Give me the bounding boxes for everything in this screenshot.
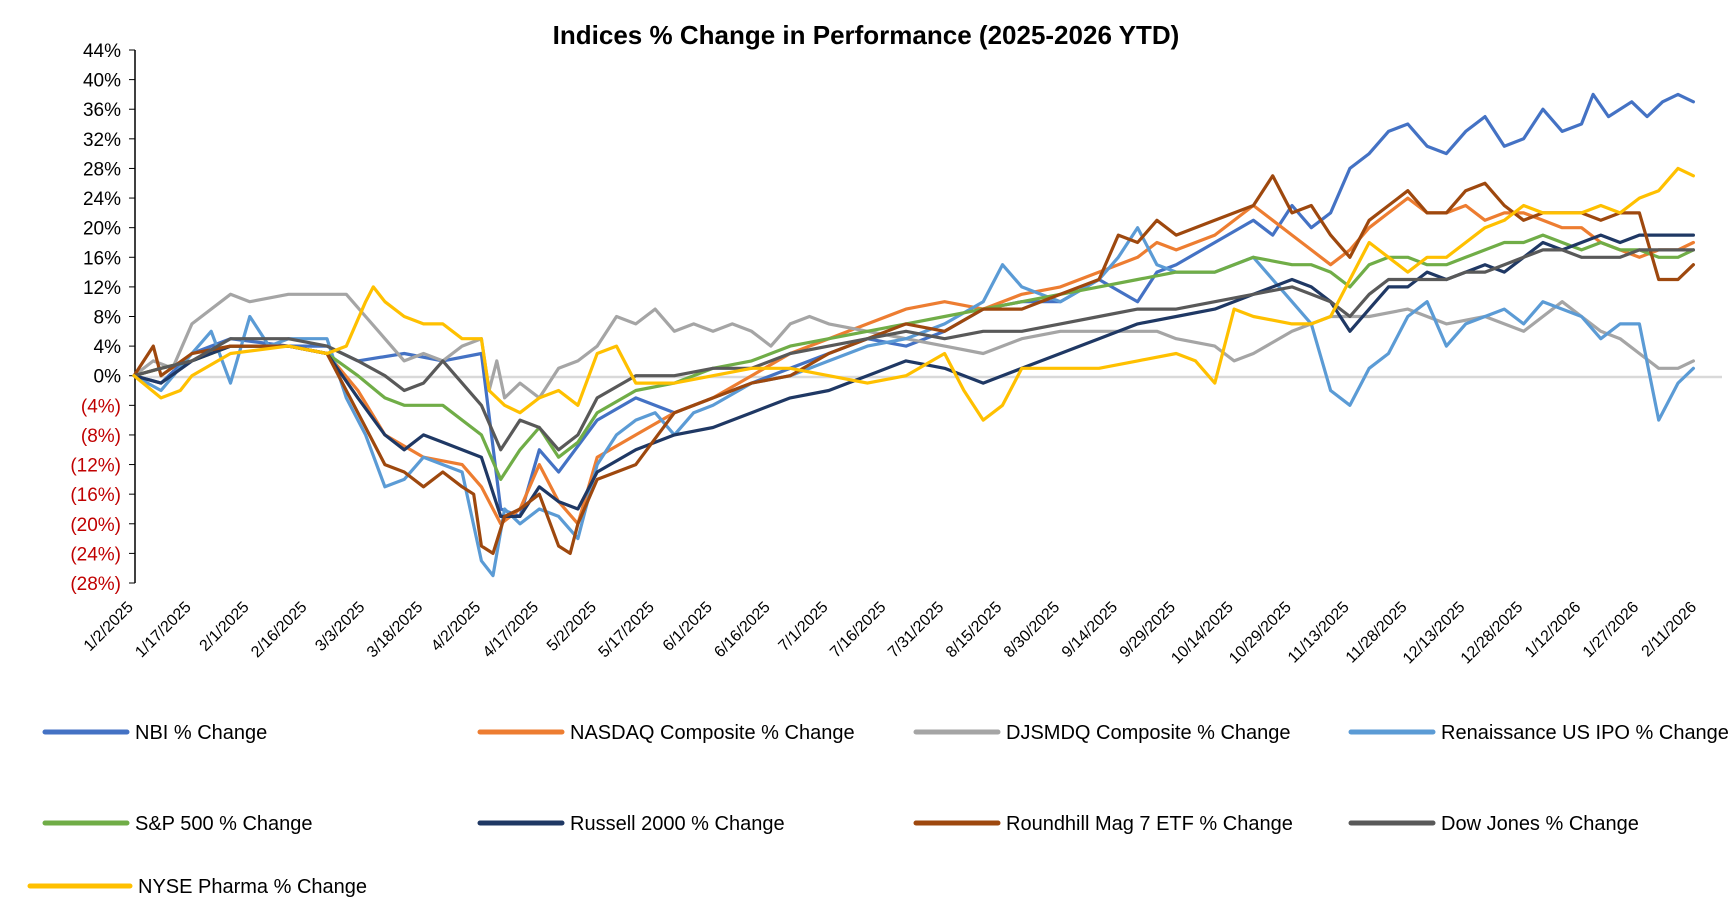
x-tick-label: 7/31/2025: [885, 599, 947, 661]
series-line: [132, 174, 1696, 556]
y-tick-label: 36%: [83, 100, 121, 121]
x-tick-label: 2/1/2025: [197, 599, 253, 655]
series-line: [132, 233, 1696, 519]
y-tick-label: 28%: [83, 159, 121, 180]
y-tick-label: 8%: [94, 308, 122, 329]
series-line: [132, 226, 1696, 578]
legend-label: DJSMDQ Composite % Change: [1006, 722, 1291, 744]
legend-label: Russell 2000 % Change: [570, 813, 785, 835]
legend-label: Roundhill Mag 7 ETF % Change: [1006, 813, 1293, 835]
y-axis: 44% 40% 36% 32% 28% 24% 20% 16% 12% 8% 4% 0% (4%) (8%…: [70, 41, 136, 595]
legend-label: NYSE Pharma % Change: [138, 876, 367, 898]
y-tick-label: 4%: [94, 337, 122, 358]
legend-label: S&P 500 % Change: [135, 813, 313, 835]
x-tick-label: 6/1/2025: [660, 599, 716, 655]
x-tick-label: 7/16/2025: [827, 599, 889, 661]
y-tick-label: 16%: [83, 248, 121, 269]
y-tick-label: 24%: [83, 189, 121, 210]
x-tick-label: 1/2/2025: [81, 599, 137, 655]
y-tick-label: (20%): [70, 515, 121, 536]
y-tick-label: 44%: [83, 41, 121, 62]
x-tick-label: 12/28/2025: [1458, 599, 1527, 668]
x-tick-label: 8/15/2025: [943, 599, 1005, 661]
y-tick-label: 32%: [83, 130, 121, 151]
y-tick-label: 20%: [83, 219, 121, 240]
x-tick-label: 5/17/2025: [596, 599, 658, 661]
x-tick-label: 1/17/2025: [132, 599, 194, 661]
series-line: [132, 248, 1696, 452]
x-tick-label: 1/27/2026: [1580, 599, 1642, 661]
y-tick-label: 12%: [83, 278, 121, 299]
legend-label: Renaissance US IPO % Change: [1441, 722, 1729, 744]
series-line: [132, 166, 1696, 422]
legend-label: Dow Jones % Change: [1441, 813, 1639, 835]
x-tick-label: 1/12/2026: [1522, 599, 1584, 661]
x-tick-label: 2/16/2025: [248, 599, 310, 661]
y-tick-label: (4%): [81, 396, 121, 417]
legend: NBI % Change NASDAQ Composite % Change DJS…: [27, 722, 1729, 898]
series-line: [132, 292, 1696, 400]
series-line: [132, 233, 1696, 481]
legend-label: NBI % Change: [135, 722, 267, 744]
x-tick-label: 8/30/2025: [1001, 599, 1063, 661]
chart-title: Indices % Change in Performance (2025-20…: [553, 20, 1180, 50]
legend-label: NASDAQ Composite % Change: [570, 722, 855, 744]
y-tick-label: 40%: [83, 71, 121, 92]
x-tick-label: 9/29/2025: [1117, 599, 1179, 661]
series-line: [132, 92, 1696, 519]
x-tick-label: 9/14/2025: [1059, 599, 1121, 661]
y-tick-label: (16%): [70, 485, 121, 506]
x-tick-label: 11/13/2025: [1285, 599, 1353, 667]
x-tick-label: 3/3/2025: [312, 599, 368, 655]
y-tick-label: (12%): [70, 456, 121, 477]
x-tick-label: 2/11/2026: [1639, 599, 1701, 661]
y-tick-label: (8%): [81, 426, 121, 447]
y-tick-label: (24%): [70, 544, 121, 565]
x-tick-label: 4/2/2025: [428, 599, 484, 655]
x-tick-label: 7/1/2025: [776, 599, 832, 655]
y-tick-label: (28%): [70, 574, 121, 595]
x-tick-label: 6/16/2025: [711, 599, 773, 661]
y-tick-label: 0%: [94, 367, 122, 388]
plot-area: [132, 92, 1696, 578]
x-tick-label: 5/2/2025: [544, 599, 600, 655]
x-tick-label: 3/18/2025: [364, 599, 426, 661]
x-tick-label: 10/29/2025: [1226, 599, 1295, 668]
x-tick-label: 4/17/2025: [480, 599, 542, 661]
